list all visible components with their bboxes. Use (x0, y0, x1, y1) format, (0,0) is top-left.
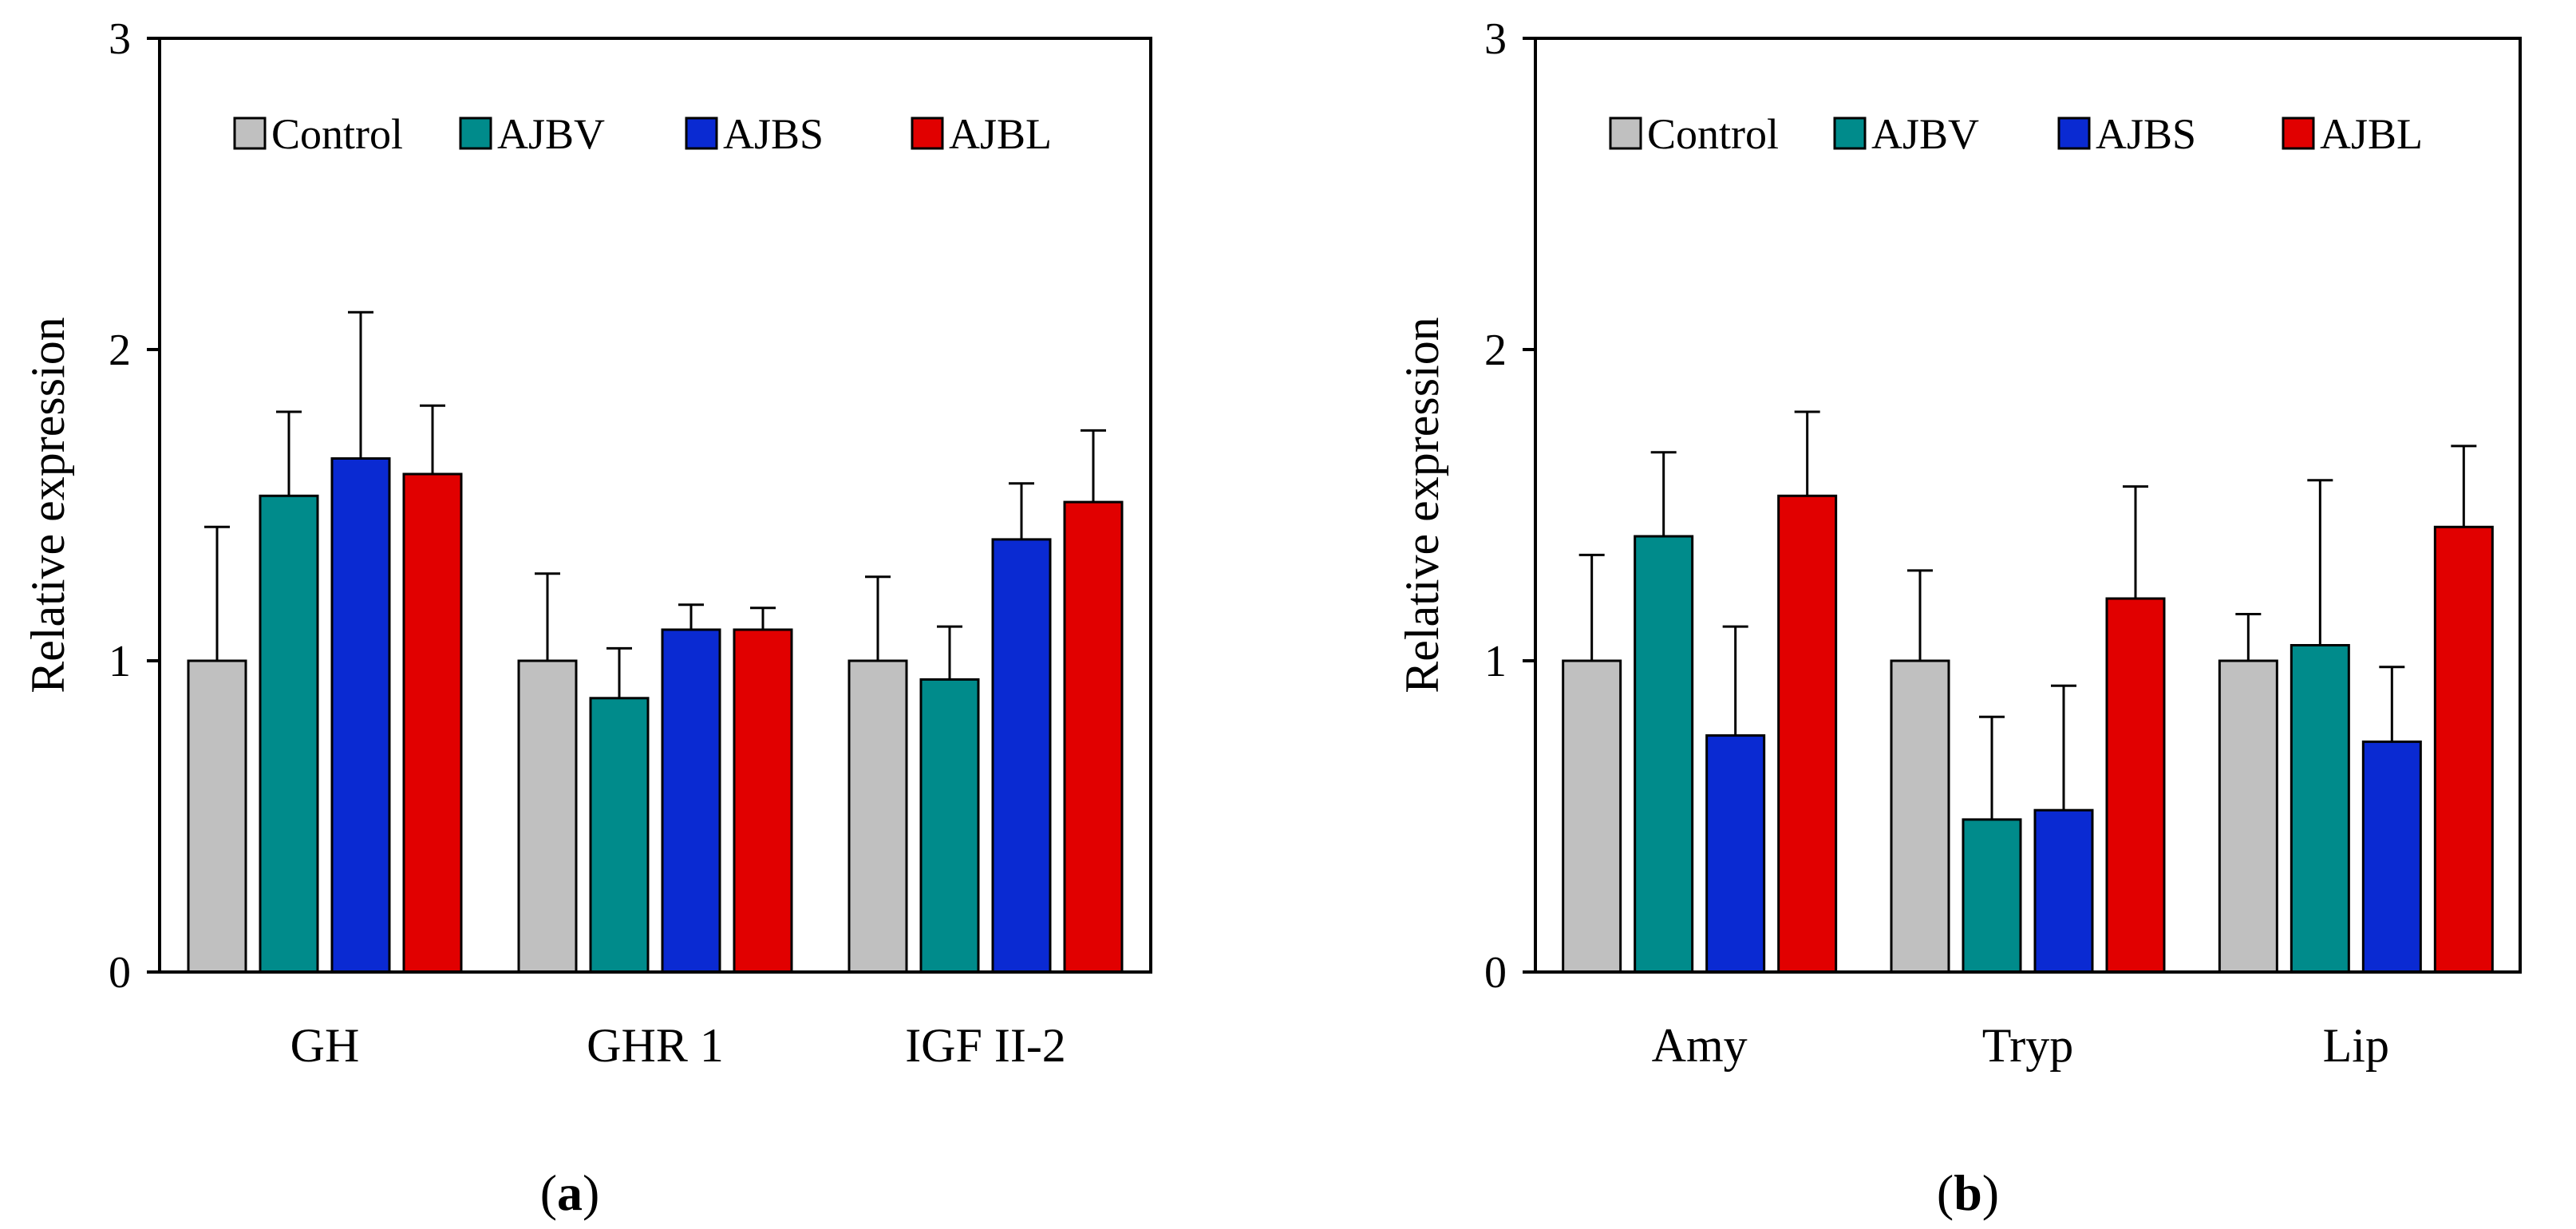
legend-label-ajbs: AJBS (2096, 110, 2196, 158)
bars-a (187, 310, 1124, 974)
x-category-label: Amy (1652, 1019, 1748, 1072)
caption-letter: a (557, 1164, 583, 1221)
bar-control-gh (187, 659, 247, 974)
plot-area-a (158, 37, 1152, 974)
bar-ajbl-gh (402, 472, 463, 974)
caption-open-paren: ( (1937, 1164, 1954, 1221)
bar-ajbs-igf-ii-2 (991, 538, 1052, 974)
bar-ajbl-tryp (2105, 597, 2166, 974)
x-axis-b: Amy Tryp Lip (1652, 1019, 2389, 1072)
legend-swatch-ajbv (459, 117, 492, 150)
bar-ajbl-amy (1777, 494, 1838, 974)
legend-swatch-ajbs (685, 117, 718, 150)
y-axis-a: 0 1 2 3 (109, 14, 160, 998)
y-tick-label: 1 (109, 637, 131, 686)
legend-label-ajbv: AJBV (497, 110, 605, 158)
y-tick-label: 1 (1484, 637, 1507, 686)
legend-label-ajbv: AJBV (1871, 110, 1979, 158)
bar-ajbl-lip (2433, 525, 2494, 974)
y-tick-label: 3 (1484, 14, 1507, 64)
bar-ajbv-igf-ii-2 (919, 678, 980, 974)
legend-label-ajbs: AJBS (723, 110, 824, 158)
bar-ajbv-ghr-1 (589, 697, 650, 974)
legend-b: Control AJBV AJBS AJBL (1609, 110, 2423, 158)
chart-panel-a: 0 1 2 3 GH GHR 1 IGF II-2 Control AJBV AJBS AJBL… (22, 14, 1152, 1221)
y-tick-label: 2 (1484, 326, 1507, 375)
bar-ajbv-tryp (1962, 818, 2022, 974)
legend-swatch-ajbl (911, 117, 944, 150)
panel-caption-a: (a) (540, 1164, 600, 1221)
legend-label-ajbl: AJBL (949, 110, 1052, 158)
legend-swatch-ajbv (1833, 117, 1867, 150)
y-axis-label-b: Relative expression (1396, 317, 1448, 694)
y-tick-label: 0 (109, 948, 131, 998)
x-axis-a: GH GHR 1 IGF II-2 (290, 1019, 1066, 1072)
bar-ajbs-lip (2361, 740, 2422, 974)
legend-label-control: Control (1647, 110, 1779, 158)
caption-close-paren: ) (1982, 1164, 1999, 1221)
legend-swatch-control (233, 117, 267, 150)
bar-ajbs-amy (1705, 734, 1766, 974)
x-category-label: Tryp (1982, 1019, 2074, 1072)
bar-ajbs-gh (330, 457, 391, 974)
bar-ajbl-igf-ii-2 (1063, 500, 1124, 974)
y-tick-label: 0 (1484, 948, 1507, 998)
bar-ajbs-ghr-1 (661, 628, 721, 974)
y-axis-b: 0 1 2 3 (1484, 14, 1535, 998)
plot-area-b (1534, 37, 2522, 974)
legend-swatch-control (1609, 117, 1642, 150)
x-category-label: GHR 1 (587, 1019, 724, 1072)
legend-label-ajbl: AJBL (2320, 110, 2423, 158)
y-tick-label: 3 (109, 14, 131, 64)
caption-open-paren: ( (540, 1164, 557, 1221)
bar-ajbl-ghr-1 (733, 628, 793, 974)
bar-ajbs-tryp (2033, 808, 2094, 974)
legend-label-control: Control (271, 110, 403, 158)
chart-panel-b: 0 1 2 3 Amy Tryp Lip Control AJBV AJBS AJBL Rela… (1396, 14, 2522, 1221)
bar-ajbv-amy (1634, 535, 1694, 974)
bar-control-igf-ii-2 (847, 659, 908, 974)
legend-swatch-ajbl (2282, 117, 2315, 150)
legend-swatch-ajbs (2057, 117, 2091, 150)
bar-control-ghr-1 (517, 659, 578, 974)
y-tick-label: 2 (109, 326, 131, 375)
bar-control-lip (2218, 659, 2278, 974)
caption-close-paren: ) (583, 1164, 599, 1221)
x-category-label: GH (290, 1019, 360, 1072)
bar-ajbv-gh (259, 494, 319, 974)
x-category-label: Lip (2323, 1019, 2389, 1072)
y-axis-label-a: Relative expression (22, 317, 74, 694)
caption-letter: b (1954, 1164, 1982, 1221)
panel-caption-b: (b) (1937, 1164, 1999, 1221)
bar-control-amy (1562, 659, 1622, 974)
legend-a: Control AJBV AJBS AJBL (233, 110, 1052, 158)
bars-b (1562, 410, 2494, 974)
bar-ajbv-lip (2290, 644, 2350, 974)
x-category-label: IGF II-2 (905, 1019, 1066, 1072)
bar-control-tryp (1890, 659, 1950, 974)
